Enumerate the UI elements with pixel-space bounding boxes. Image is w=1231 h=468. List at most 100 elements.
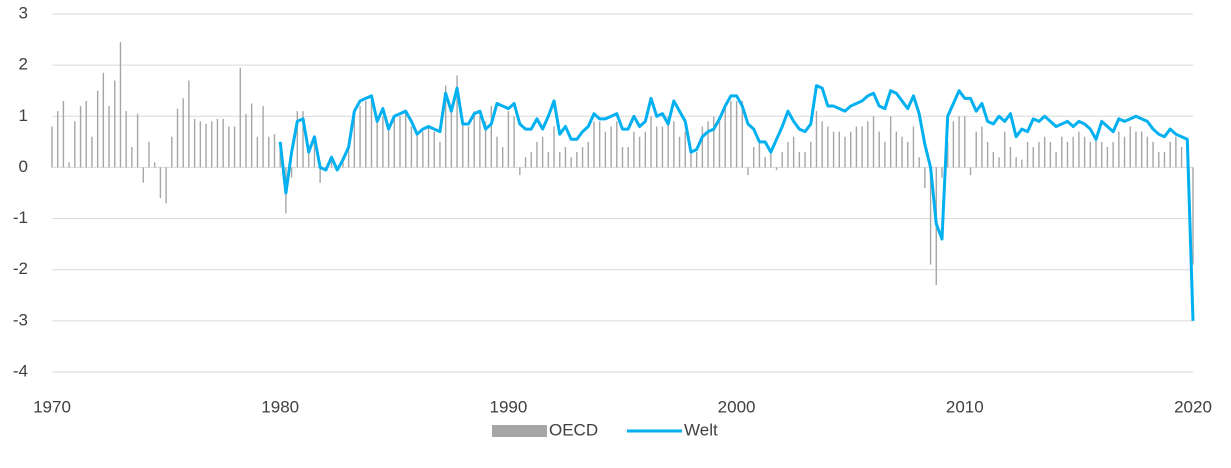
y-tick-label: -3 [13,310,28,329]
bar [524,157,527,168]
bar [1180,146,1183,168]
bar [239,67,241,168]
bar [347,146,350,168]
bar [855,126,858,168]
bar [1072,136,1074,168]
bar [690,146,692,168]
bar [604,131,607,168]
bar [638,136,641,168]
bar [245,113,247,168]
bar [1083,136,1086,168]
bar [587,141,589,168]
bar [353,111,356,168]
bar [51,126,53,168]
bar [68,162,70,168]
bar [467,126,470,168]
bar [907,141,909,168]
bar [450,111,453,168]
bar [684,131,686,168]
bar [507,111,510,168]
bar [581,146,584,168]
bar [787,141,789,168]
x-tick-label: 1990 [489,397,527,416]
bar [1026,141,1029,168]
bar [844,136,846,168]
bar [308,152,310,168]
bar [633,131,635,168]
bar [821,121,823,168]
bar [1009,146,1012,168]
bar [775,167,778,170]
bar [1061,136,1063,168]
bar [484,121,487,168]
bar [1158,152,1160,168]
y-tick-label: 2 [19,55,28,74]
x-tick-label: 2010 [946,397,984,416]
bar [359,106,361,168]
bar [530,152,532,168]
bar [1118,131,1120,168]
bar [216,118,219,168]
bar [119,42,122,168]
bar [330,157,333,168]
y-tick-label: -4 [13,361,28,380]
bar [370,100,373,168]
bar [199,121,202,168]
bar [439,141,441,168]
bar [958,116,960,168]
bar [730,100,732,168]
bar [273,134,276,168]
bar [79,106,82,168]
bar [593,121,595,168]
bar [1175,136,1177,168]
bar [661,126,664,168]
bar [222,118,224,168]
bar [735,100,738,168]
bar [165,167,167,204]
bar [62,100,65,168]
bar [159,167,162,199]
bar [770,152,772,168]
bar [741,100,744,168]
bar [718,116,721,168]
bar [570,157,572,168]
bar [416,131,418,168]
bar [1049,141,1052,168]
bar [924,167,926,188]
bar [142,167,144,183]
bar [422,131,424,168]
bar [621,146,624,168]
bar [1055,152,1057,168]
bar [96,90,99,168]
y-tick-label: 1 [19,106,28,125]
bar [405,111,407,168]
x-tick-label: 1970 [33,397,71,416]
y-tick-label: 0 [19,157,28,176]
bar [376,121,378,168]
bar [695,152,698,168]
bar [1101,141,1103,168]
bar [1140,131,1143,168]
bar [867,121,869,168]
bar [176,108,179,168]
bar [832,131,835,168]
bar [850,131,852,168]
bar [268,136,270,168]
bar [541,136,544,168]
bar [610,126,612,168]
bar [981,126,983,168]
bar [986,141,989,168]
bar [564,146,567,168]
bar [975,131,977,168]
bar [1146,136,1149,168]
bar [182,98,184,168]
bar [969,167,972,176]
bar [747,167,749,176]
bar [188,80,190,168]
bar [387,126,390,168]
bar [313,141,316,168]
bar [1112,141,1114,168]
bar [302,111,304,168]
bar [1169,141,1171,168]
